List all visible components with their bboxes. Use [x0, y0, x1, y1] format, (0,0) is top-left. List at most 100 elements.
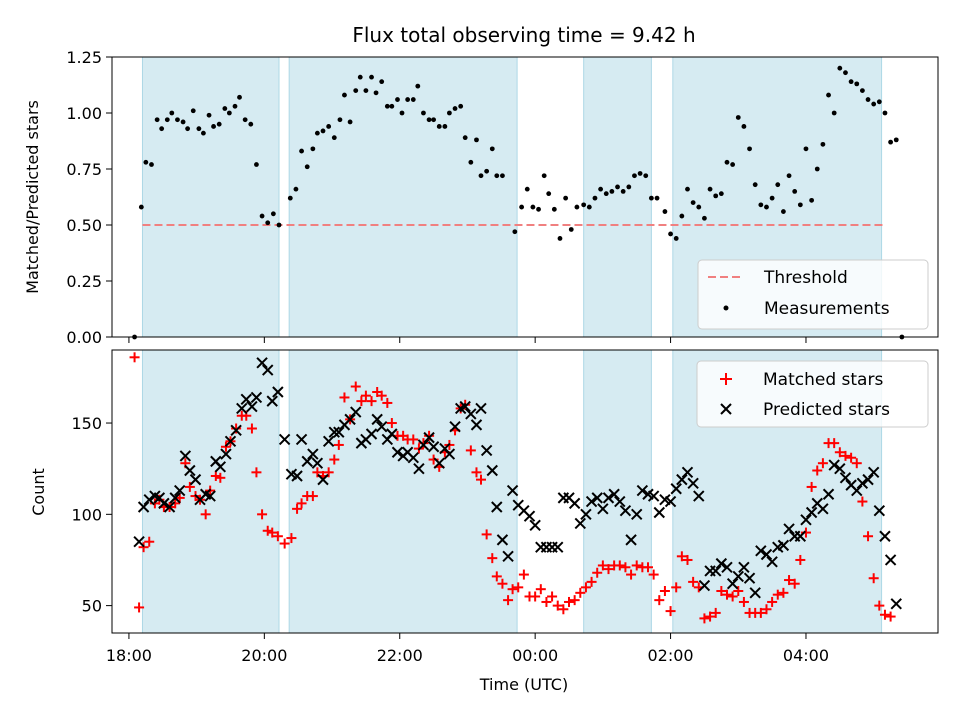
marker-stroke	[867, 466, 880, 479]
matched-star-point	[360, 390, 371, 401]
marker-stroke	[291, 470, 303, 482]
predicted-star-point	[224, 435, 237, 447]
marker-stroke	[794, 530, 807, 542]
predicted-star-point	[726, 577, 739, 590]
matched-star-point	[257, 509, 268, 520]
measurement-point	[696, 204, 702, 210]
predicted-star-point	[732, 570, 744, 583]
predicted-star-point	[423, 431, 435, 444]
matched-star-point	[682, 554, 693, 565]
measurement-point	[541, 173, 547, 179]
predicted-star-point	[794, 530, 807, 542]
measurement-point	[270, 211, 276, 217]
measurement-point	[369, 74, 374, 80]
top-y-tick-label: 0.75	[66, 160, 102, 179]
marker-stroke	[755, 545, 767, 557]
matched-star-point	[418, 438, 429, 449]
marker-stroke	[285, 468, 298, 480]
shaded-interval	[288, 56, 518, 338]
measurement-point	[512, 229, 518, 235]
measurement-point	[446, 110, 452, 116]
measurement-point	[242, 117, 248, 123]
predicted-star-point	[391, 446, 404, 458]
marker-stroke	[214, 461, 227, 473]
predicted-star-point	[867, 466, 880, 479]
marker-stroke	[480, 444, 493, 457]
matched-star-point	[575, 587, 586, 598]
marker-stroke	[828, 459, 840, 471]
matched-star-point	[272, 531, 283, 542]
marker-stroke	[676, 473, 688, 486]
top-y-tick-label: 0.25	[66, 272, 102, 291]
marker-stroke	[149, 490, 161, 502]
measurement-point	[293, 186, 299, 192]
measurement-point	[304, 164, 310, 170]
measurement-point	[563, 195, 569, 201]
matched-star-point	[231, 423, 242, 434]
matched-star-point	[376, 390, 387, 401]
marker-stroke	[365, 428, 378, 440]
predicted-star-point	[133, 536, 145, 548]
matched-star-point	[215, 472, 226, 483]
predicted-star-point	[608, 488, 620, 500]
predicted-star-point	[449, 420, 461, 433]
marker-stroke	[760, 548, 773, 561]
marker-stroke	[250, 391, 263, 404]
matched-star-point	[134, 602, 145, 613]
predicted-star-point	[693, 490, 705, 502]
matched-star-point	[541, 596, 552, 607]
marker-stroke	[496, 534, 509, 546]
measurement-point	[337, 117, 343, 123]
matched-star-point	[329, 454, 340, 465]
top-y-ticks: 0.00 0.25 0.50 0.75 1.00 1.25	[66, 48, 112, 347]
marker-stroke	[862, 473, 874, 486]
predicted-star-point	[574, 517, 586, 530]
measurement-point	[668, 231, 673, 237]
top-axes-frame	[111, 56, 939, 338]
measurement-point	[276, 222, 282, 228]
measurement-point	[363, 88, 369, 93]
measurement-point	[775, 182, 781, 188]
matched-star-point	[834, 447, 845, 458]
marker-stroke	[184, 464, 196, 477]
marker-stroke	[427, 441, 440, 453]
predicted-star-point	[291, 470, 303, 482]
marker-stroke	[738, 561, 750, 573]
matched-star-point	[286, 533, 297, 544]
measurement-point	[741, 124, 747, 129]
measurement-point	[781, 209, 786, 214]
bottom-x-tick-label: 04:00	[783, 646, 829, 665]
predicted-star-point	[236, 402, 248, 415]
matched-star-point	[184, 481, 195, 492]
measurement-point	[462, 135, 468, 141]
matched-star-point	[851, 458, 862, 469]
measurement-point	[843, 70, 848, 76]
marker-stroke	[350, 406, 362, 418]
predicted-star-point	[496, 534, 509, 546]
measurement-point	[175, 117, 180, 123]
marker-stroke	[230, 424, 242, 437]
matched-star-point	[580, 582, 591, 593]
marker-stroke	[224, 435, 237, 447]
matched-star-point	[465, 445, 476, 456]
matched-star-point	[710, 607, 721, 618]
marker-stroke	[266, 395, 278, 407]
predicted-star-point	[738, 561, 750, 573]
measurement-point	[478, 173, 484, 179]
marker-stroke	[856, 477, 869, 489]
marker-stroke	[681, 466, 694, 479]
measurement-point	[226, 110, 232, 116]
count-points	[129, 352, 902, 624]
marker-stroke	[574, 517, 586, 530]
predicted-star-point	[301, 455, 313, 468]
marker-stroke	[608, 488, 620, 500]
predicted-star-point	[173, 484, 186, 497]
matched-star-point	[874, 600, 885, 611]
measurement-point	[702, 215, 707, 221]
marker-stroke	[407, 452, 419, 464]
predicted-star-point	[169, 492, 181, 504]
matched-star-point	[829, 438, 840, 449]
measurement-point	[405, 97, 411, 102]
matched-star-point	[733, 586, 744, 597]
measurement-point	[426, 117, 432, 123]
